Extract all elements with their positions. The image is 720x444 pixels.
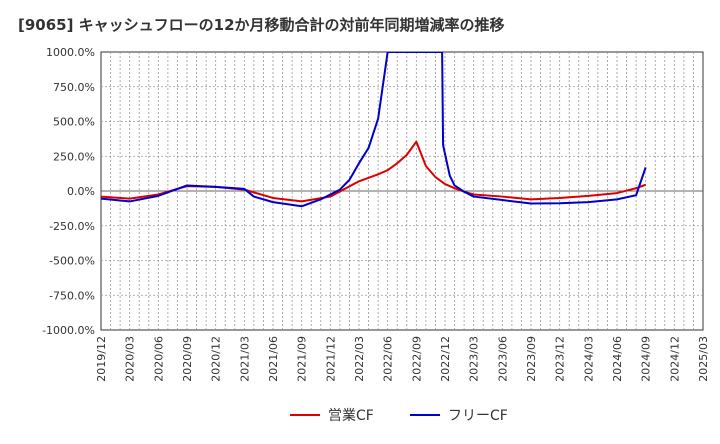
x-tick-label: 2020/12 [210, 336, 223, 382]
x-tick-label: 2024/03 [582, 336, 595, 382]
series-line-free-cf [101, 52, 647, 208]
x-tick-label: 2023/09 [525, 336, 538, 382]
x-tick-label: 2021/03 [238, 336, 251, 382]
x-tick-label: 2022/09 [410, 336, 423, 382]
x-tick-label: 2021/12 [324, 336, 337, 382]
series-layer [101, 52, 647, 208]
y-tick-label: -750.0% [49, 289, 95, 302]
legend-label: フリーCF [448, 408, 508, 424]
y-tick-label: 500.0% [53, 116, 95, 129]
x-tick-label: 2020/03 [124, 336, 137, 382]
grid-layer [100, 51, 704, 331]
y-tick-label: -250.0% [49, 220, 95, 233]
legend-label: 営業CF [328, 408, 374, 424]
y-tick-label: 250.0% [53, 150, 95, 163]
x-tick-label: 2019/12 [95, 336, 108, 382]
y-tick-label: 1000.0% [46, 46, 95, 59]
y-axis: 1000.0% 750.0% 500.0% 250.0% 0.0% -250.0% -500… [42, 46, 95, 337]
legend: 営業CF フリーCF [290, 408, 508, 424]
x-axis: 2019/12 2020/03 2020/06 2020/09 2020/12 2021/… [95, 336, 710, 382]
x-tick-label: 2024/09 [640, 336, 653, 382]
x-tick-label: 2023/03 [468, 336, 481, 382]
chart-title: [9065] キャッシュフローの12か月移動合計の対前年同期増減率の推移 [18, 16, 505, 34]
x-tick-label: 2024/12 [668, 336, 681, 382]
x-tick-label: 2021/06 [267, 336, 280, 382]
x-tick-label: 2023/12 [554, 336, 567, 382]
x-tick-label: 2020/09 [181, 336, 194, 382]
x-tick-label: 2022/03 [353, 336, 366, 382]
y-tick-label: -500.0% [49, 255, 95, 268]
y-tick-label: -1000.0% [42, 324, 95, 337]
x-tick-label: 2022/06 [382, 336, 395, 382]
x-tick-label: 2021/09 [296, 336, 309, 382]
y-tick-label: 0.0% [67, 185, 95, 198]
x-tick-label: 2020/06 [152, 336, 165, 382]
y-tick-label: 750.0% [53, 81, 95, 94]
x-tick-label: 2023/06 [496, 336, 509, 382]
x-tick-label: 2024/06 [611, 336, 624, 382]
x-tick-label: 2022/12 [439, 336, 452, 382]
x-tick-label: 2025/03 [697, 336, 710, 382]
